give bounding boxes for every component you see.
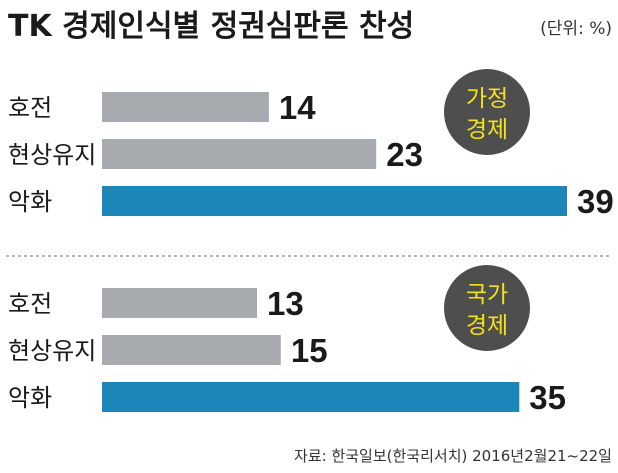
panel-badge-label: 경제 (466, 313, 508, 339)
category-label: 호전 (8, 94, 52, 122)
value-label: 13 (267, 285, 304, 322)
panel-badge-label: 국가 (466, 282, 508, 308)
category-label: 현상유지 (8, 141, 96, 169)
value-label: 39 (577, 183, 614, 220)
bar (102, 92, 269, 122)
category-label: 호전 (8, 290, 52, 318)
category-label: 악화 (8, 188, 52, 216)
source-note: 자료: 한국일보(한국리서치) 2016년2월21~22일 (294, 447, 612, 465)
bar (102, 335, 281, 365)
panel-badge-label: 가정 (466, 86, 508, 112)
panel-badge-label: 경제 (466, 117, 508, 143)
panel-badge (444, 69, 530, 155)
chart-title: TK 경제인식별 정권심판론 찬성 (8, 9, 414, 44)
unit-label: (단위: %) (540, 19, 612, 39)
bar (102, 186, 567, 216)
category-label: 악화 (8, 384, 52, 412)
value-label: 35 (529, 379, 566, 416)
bar (102, 139, 377, 169)
value-label: 14 (279, 89, 316, 126)
bar (102, 288, 257, 318)
bar (102, 382, 520, 412)
value-label: 15 (291, 332, 328, 369)
category-label: 현상유지 (8, 337, 96, 365)
panel-badge (444, 265, 530, 351)
value-label: 23 (386, 136, 423, 173)
